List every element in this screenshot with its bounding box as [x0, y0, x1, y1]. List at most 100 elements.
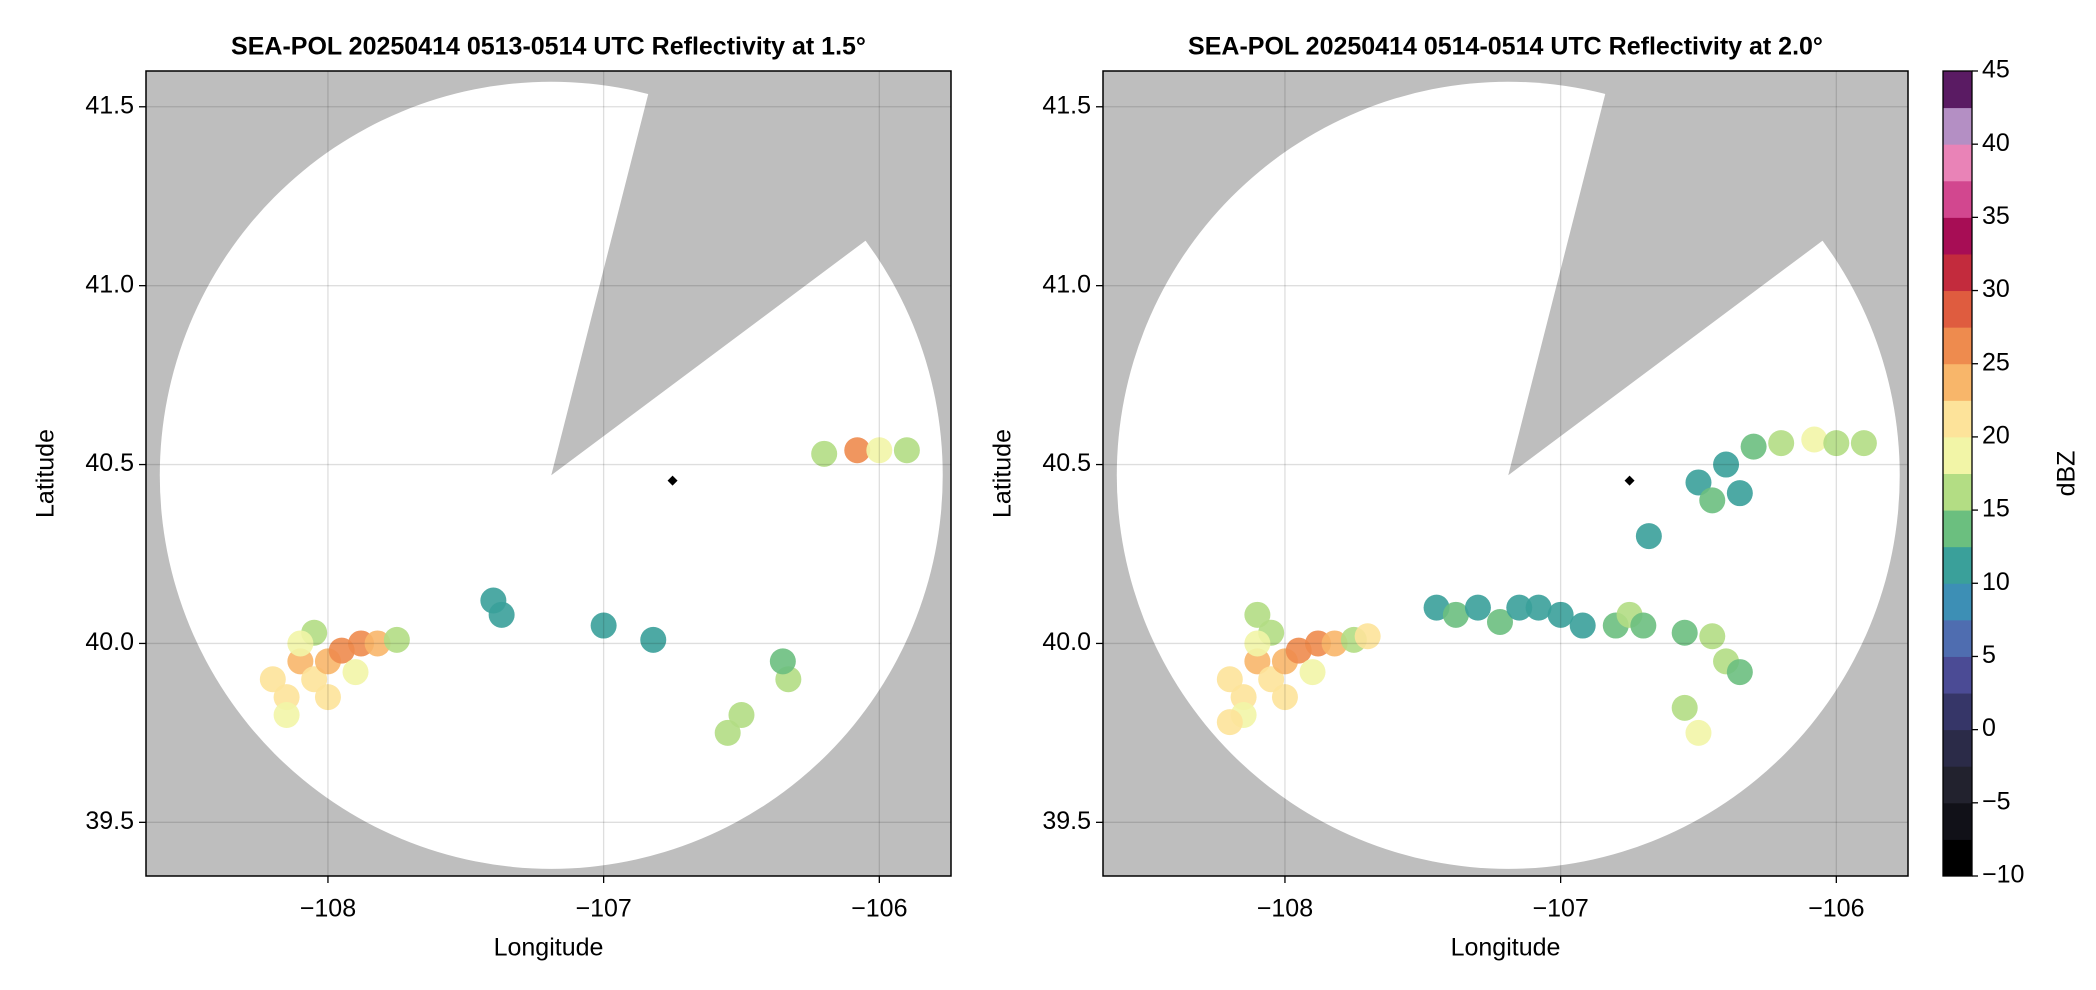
- colorbar-tick-label: 25: [1982, 348, 2010, 376]
- echo-cell: [1726, 659, 1753, 686]
- echo-cell: [1671, 694, 1698, 721]
- echo-cell: [1299, 659, 1326, 686]
- y-tick-label: 39.5: [85, 807, 134, 835]
- colorbar-bin: [1943, 729, 1972, 767]
- echo-cell: [640, 626, 667, 653]
- echo-cell: [1442, 601, 1469, 628]
- echo-cell: [383, 626, 410, 653]
- colorbar-bin: [1943, 436, 1972, 474]
- colorbar-tick-label: −10: [1982, 861, 2024, 889]
- blocked-sector: [551, 71, 951, 476]
- colorbar-bin: [1943, 217, 1972, 255]
- echo-cell: [488, 601, 515, 628]
- echo-cell: [364, 630, 391, 657]
- echo-cell: [590, 612, 617, 639]
- colorbar-bin: [1943, 546, 1972, 584]
- x-tick-label: −108: [300, 895, 356, 923]
- radar-site: [1624, 475, 1635, 486]
- colorbar-bin: [1943, 253, 1972, 292]
- echo-cell: [769, 648, 796, 675]
- echo-cell: [1685, 469, 1712, 496]
- colorbar-bin: [1943, 180, 1972, 218]
- colorbar-bin: [1943, 144, 1972, 182]
- axes-frame: [1102, 70, 1909, 877]
- y-axis-label: Latitude: [989, 429, 1017, 518]
- colorbar-bin: [1943, 363, 1972, 401]
- colorbar-tick-label: 40: [1982, 129, 2010, 157]
- echo-cell: [342, 659, 369, 686]
- x-tick-label: −107: [575, 895, 631, 923]
- colorbar-tick-label: 5: [1982, 641, 1996, 669]
- x-tick-label: −106: [1808, 895, 1864, 923]
- plot-area: [1103, 71, 1908, 876]
- echo-cell: [893, 437, 920, 464]
- colorbar-tick-label: 20: [1982, 422, 2010, 450]
- echo-cell: [1271, 684, 1298, 711]
- echo-cell: [1464, 594, 1491, 621]
- blocked-sector: [1508, 71, 1908, 476]
- y-tick-label: 40.0: [1042, 628, 1091, 656]
- echo-cell: [273, 684, 300, 711]
- colorbar-tick-label: 45: [1982, 56, 2010, 84]
- echo-cell: [1850, 430, 1877, 457]
- radar-site: [667, 475, 678, 486]
- chart-title: SEA-POL 20250414 0514-0514 UTC Reflectiv…: [1188, 33, 1823, 61]
- echo-cell: [1230, 684, 1257, 711]
- echo-cell: [714, 719, 741, 746]
- y-tick-label: 41.5: [1042, 91, 1091, 119]
- x-axis-label: Longitude: [1451, 934, 1561, 962]
- x-tick-label: −108: [1257, 895, 1313, 923]
- echo-cell: [1506, 594, 1533, 621]
- echo-cell: [1547, 601, 1574, 628]
- echo-cell: [1244, 601, 1271, 628]
- axes-frame: [145, 70, 952, 877]
- echo-cell: [1321, 630, 1348, 657]
- echo-cell: [1635, 523, 1662, 550]
- echo-cell: [1685, 719, 1712, 746]
- y-tick-label: 41.0: [1042, 270, 1091, 298]
- echo-cell: [1699, 623, 1726, 650]
- colorbar-tick-label: 35: [1982, 202, 2010, 230]
- echo-cell: [866, 437, 893, 464]
- echo-cell: [1801, 426, 1828, 453]
- echo-cell: [811, 440, 838, 467]
- colorbar-bin: [1943, 619, 1972, 657]
- echo-cell: [273, 702, 300, 728]
- y-tick-label: 40.5: [1042, 449, 1091, 477]
- echo-cell: [287, 630, 314, 657]
- colorbar-bin: [1943, 327, 1972, 365]
- y-tick-label: 39.5: [1042, 807, 1091, 835]
- colorbar-tick-label: 30: [1982, 275, 2010, 303]
- colorbar-bin: [1943, 400, 1972, 438]
- echo-cell: [1216, 666, 1243, 693]
- echo-cell: [1630, 612, 1657, 639]
- colorbar-tick-label: −5: [1982, 787, 2011, 815]
- echo-cell: [1713, 451, 1740, 478]
- colorbar-bin: [1943, 71, 1972, 109]
- colorbar-bin: [1943, 693, 1972, 731]
- echo-cell: [844, 437, 871, 464]
- echo-cell: [301, 666, 328, 693]
- echo-cell: [1354, 623, 1381, 650]
- colorbar-bin: [1943, 107, 1972, 145]
- colorbar-bin: [1943, 656, 1972, 694]
- x-tick-label: −106: [851, 895, 907, 923]
- colorbar-bin: [1943, 510, 1972, 548]
- y-tick-label: 41.0: [85, 270, 134, 298]
- echo-cell: [287, 648, 314, 675]
- echo-cell: [1216, 709, 1243, 736]
- echo-cell: [1569, 612, 1596, 639]
- colorbar-bin: [1943, 290, 1972, 328]
- colorbar-bin: [1943, 766, 1972, 804]
- x-tick-label: −107: [1532, 895, 1588, 923]
- echo-cell: [1699, 487, 1726, 514]
- colorbar-bin: [1943, 839, 1972, 877]
- colorbar-frame: [1942, 70, 1973, 877]
- echo-cell: [1525, 594, 1552, 621]
- x-axis-label: Longitude: [494, 934, 604, 962]
- colorbar-tick-label: 10: [1982, 568, 2010, 596]
- echo-cell: [1823, 430, 1850, 457]
- echo-cell: [1671, 619, 1698, 646]
- echo-cell: [1726, 480, 1753, 507]
